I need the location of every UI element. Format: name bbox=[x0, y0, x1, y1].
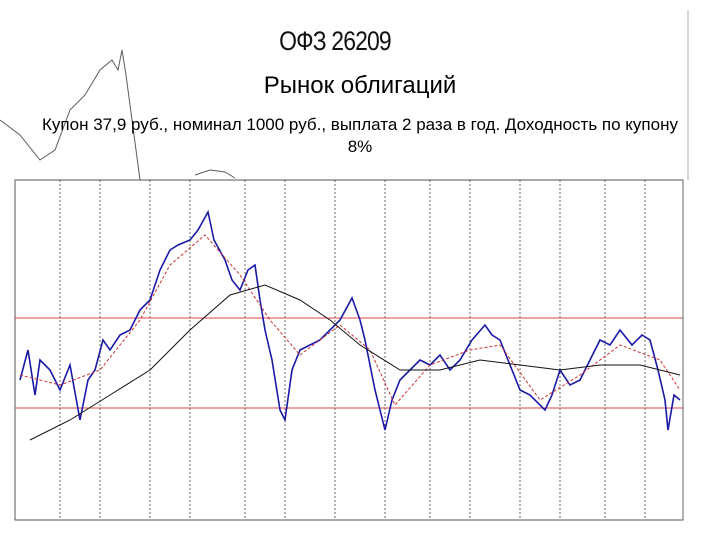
price-line bbox=[19, 209, 681, 431]
heading: Рынок облигаций bbox=[263, 72, 457, 99]
level-lines bbox=[15, 317, 683, 409]
background-chart bbox=[0, 10, 689, 181]
chart-frame bbox=[14, 179, 684, 521]
subtitle: Купон 37,9 руб., номинал 1000 руб., выпл… bbox=[42, 115, 678, 156]
title: ОФЗ 26209 bbox=[279, 26, 392, 56]
moving-average-long bbox=[29, 284, 681, 441]
